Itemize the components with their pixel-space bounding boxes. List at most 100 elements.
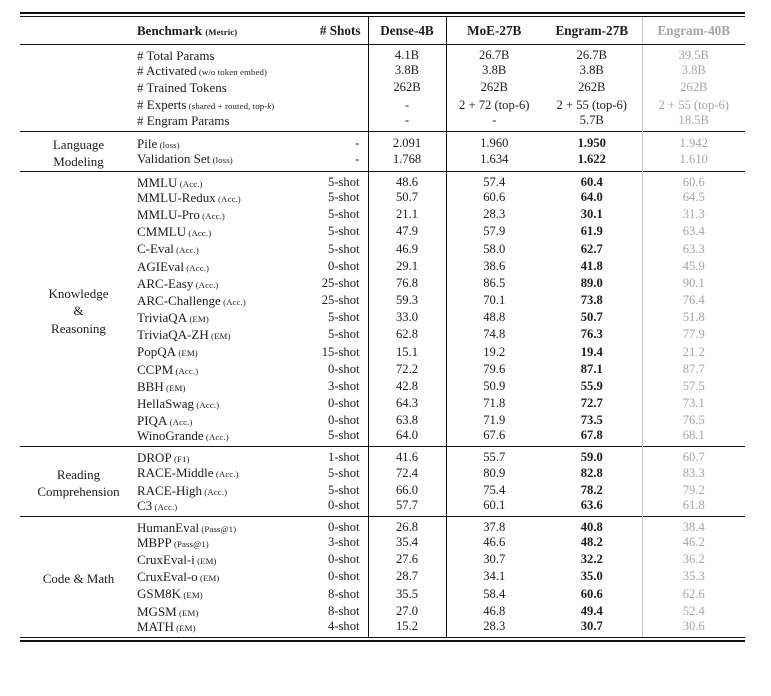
benchmark-name: Validation Set (loss) <box>137 151 233 167</box>
table-row: CCPM (Acc.) 0-shot 72.2 79.6 87.1 87.7 <box>20 360 745 378</box>
value-cell-dense-4b: 57.7 <box>368 498 447 517</box>
shots-cell: 5-shot <box>300 308 369 327</box>
value-cell-engram-40b: 3.8B <box>681 63 706 78</box>
value-cell-dense-4b: 46.9 <box>368 240 447 258</box>
value-cell-dense-4b: 72.2 <box>368 360 447 378</box>
value-cell-dense-4b: - <box>368 113 447 132</box>
group-label: Reading Comprehension <box>37 466 120 500</box>
table-row: TriviaQA (EM) 5-shot 33.0 48.8 50.7 51.8 <box>20 308 745 327</box>
value-cell-engram-40b: 76.4 <box>682 293 705 308</box>
header-model-engram-27b: Engram-27B <box>542 17 643 45</box>
value-cell-engram-27b: 73.8 <box>542 291 643 309</box>
shots-cell: 5-shot <box>300 481 369 499</box>
value-cell-dense-4b: 15.1 <box>368 343 447 361</box>
table-row: # Activated (w/o token embed) 3.8B 3.8B 3.8… <box>20 62 745 80</box>
value-cell-moe-27b: 28.3 <box>483 618 506 633</box>
value-cell-engram-27b: 5.7B <box>542 113 643 132</box>
value-cell-engram-27b: 62.7 <box>542 240 643 258</box>
value-cell-engram-40b: 39.5B <box>678 48 709 63</box>
value-cell-dense-4b: - <box>368 96 447 114</box>
value-cell-moe-27b: - <box>492 112 497 127</box>
value-cell-engram-40b: 45.9 <box>682 258 705 273</box>
metric-label: (Acc.) <box>215 193 241 204</box>
value-cell-engram-40b: 61.8 <box>682 497 705 512</box>
benchmark-name: C3 (Acc.) <box>137 497 178 513</box>
value-cell-moe-27b: 50.9 <box>483 379 506 394</box>
value-cell-engram-40b: 2 + 55 (top-6) <box>658 97 729 112</box>
metric-label: (EM) <box>173 622 196 633</box>
benchmark-name: DROP (F1) <box>137 450 190 466</box>
value-cell-dense-4b: 41.6 <box>368 446 447 465</box>
value-cell-engram-40b: 77.9 <box>682 327 705 342</box>
shots-cell: - <box>300 131 369 152</box>
shots-cell: 15-shot <box>300 343 369 361</box>
shots-cell: 3-shot <box>300 377 369 395</box>
shots-cell: 0-shot <box>300 568 369 586</box>
benchmark-name: # Trained Tokens <box>137 80 227 96</box>
value-cell-moe-27b: 57.9 <box>483 224 506 239</box>
benchmark-name: CruxEval-o (EM) <box>137 569 220 585</box>
benchmark-name: AGIEval (Acc.) <box>137 258 210 274</box>
metric-label: (Acc.) <box>194 400 220 410</box>
table-header: Benchmark (Metric) # Shots Dense-4B MoE-… <box>20 17 745 45</box>
table-row: PIQA (Acc.) 0-shot 63.8 71.9 73.5 76.5 <box>20 412 745 430</box>
metric-label: (Acc.) <box>167 417 193 428</box>
table-row: MMLU-Redux (Acc.) 5-shot 50.7 60.6 64.0 64.5 <box>20 188 745 206</box>
value-cell-dense-4b: 21.1 <box>368 205 447 224</box>
metric-label: (F1) <box>171 454 190 465</box>
value-cell-engram-40b: 57.5 <box>682 379 705 394</box>
header-benchmark: Benchmark (Metric) <box>137 17 300 45</box>
value-cell-dense-4b: 15.2 <box>368 620 447 637</box>
value-cell-dense-4b: 64.3 <box>368 394 447 413</box>
benchmark-name: MBPP (Pass@1) <box>137 534 209 550</box>
value-cell-dense-4b: 35.5 <box>368 585 447 603</box>
metric-label: (loss) <box>210 155 233 166</box>
value-cell-dense-4b: 59.3 <box>368 291 447 309</box>
value-cell-moe-27b: 2 + 72 (top-6) <box>459 97 530 112</box>
table-row: # Experts (shared + routed, top-k) -2 + 7… <box>20 96 745 114</box>
value-cell-engram-27b: 26.7B <box>542 44 643 62</box>
value-cell-dense-4b: 2.091 <box>368 131 447 152</box>
metric-label: (Pass@1) <box>199 523 237 534</box>
table-row: RACE-High (Acc.) 5-shot 66.0 75.4 78.2 79.2 <box>20 481 745 499</box>
value-cell-engram-40b: 18.5B <box>678 112 709 127</box>
table-row: CMMLU (Acc.) 5-shot 47.9 57.9 61.9 63.4 <box>20 223 745 241</box>
shots-cell: 5-shot <box>300 464 369 482</box>
benchmark-name: HumanEval (Pass@1) <box>137 519 237 535</box>
value-cell-moe-27b: 86.5 <box>483 275 506 290</box>
header-benchmark-label: Benchmark <box>137 22 202 38</box>
benchmark-name: MMLU-Pro (Acc.) <box>137 206 225 222</box>
header-model-dense-4b: Dense-4B <box>368 17 447 45</box>
shots-cell: 8-shot <box>300 602 369 620</box>
value-cell-moe-27b: 38.6 <box>483 258 506 273</box>
value-cell-engram-40b: 51.8 <box>682 310 705 325</box>
value-cell-engram-40b: 31.3 <box>682 207 705 222</box>
metric-label: (Acc.) <box>199 210 225 221</box>
value-cell-moe-27b: 58.0 <box>483 241 506 256</box>
value-cell-dense-4b: 4.1B <box>368 44 447 62</box>
table-row: AGIEval (Acc.) 0-shot 29.1 38.6 41.8 45.9 <box>20 257 745 275</box>
group-label: Code & Math <box>42 570 115 586</box>
value-cell-moe-27b: 1.634 <box>480 151 509 166</box>
table-row: Knowledge & Reasoning MMLU (Acc.) 5-shot 48.6… <box>20 171 745 336</box>
section-language-modeling: Language Modeling Pile (loss) -2.091 1.960 1.… <box>20 131 745 172</box>
value-cell-engram-27b: 1.622 <box>542 151 643 172</box>
table-row: # Trained Tokens 262B 262B 262B 262B <box>20 79 745 97</box>
value-cell-engram-27b: 60.4 <box>542 171 643 189</box>
shots-cell: 25-shot <box>300 291 369 309</box>
value-cell-engram-40b: 79.2 <box>682 482 705 497</box>
value-cell-moe-27b: 75.4 <box>483 482 506 497</box>
value-cell-moe-27b: 19.2 <box>483 344 506 359</box>
table-row: WinoGrande (Acc.) 5-shot 64.0 67.6 67.8 68.1 <box>20 429 745 447</box>
benchmark-table: Benchmark (Metric) # Shots Dense-4B MoE-… <box>20 17 745 637</box>
value-cell-dense-4b: 72.4 <box>368 464 447 482</box>
header-metric-label: (Metric) <box>205 26 238 37</box>
section-reading-comprehension: Reading Comprehension DROP (F1) 1-shot 41.6 5… <box>20 446 745 517</box>
value-cell-moe-27b: 71.9 <box>483 413 506 428</box>
value-cell-engram-27b: 30.7 <box>542 620 643 637</box>
value-cell-engram-40b: 73.1 <box>682 396 705 411</box>
value-cell-dense-4b: 26.8 <box>368 516 447 534</box>
benchmark-name: C-Eval (Acc.) <box>137 241 199 257</box>
table-row: MMLU-Pro (Acc.) 5-shot 21.1 28.3 30.1 31.3 <box>20 205 745 224</box>
